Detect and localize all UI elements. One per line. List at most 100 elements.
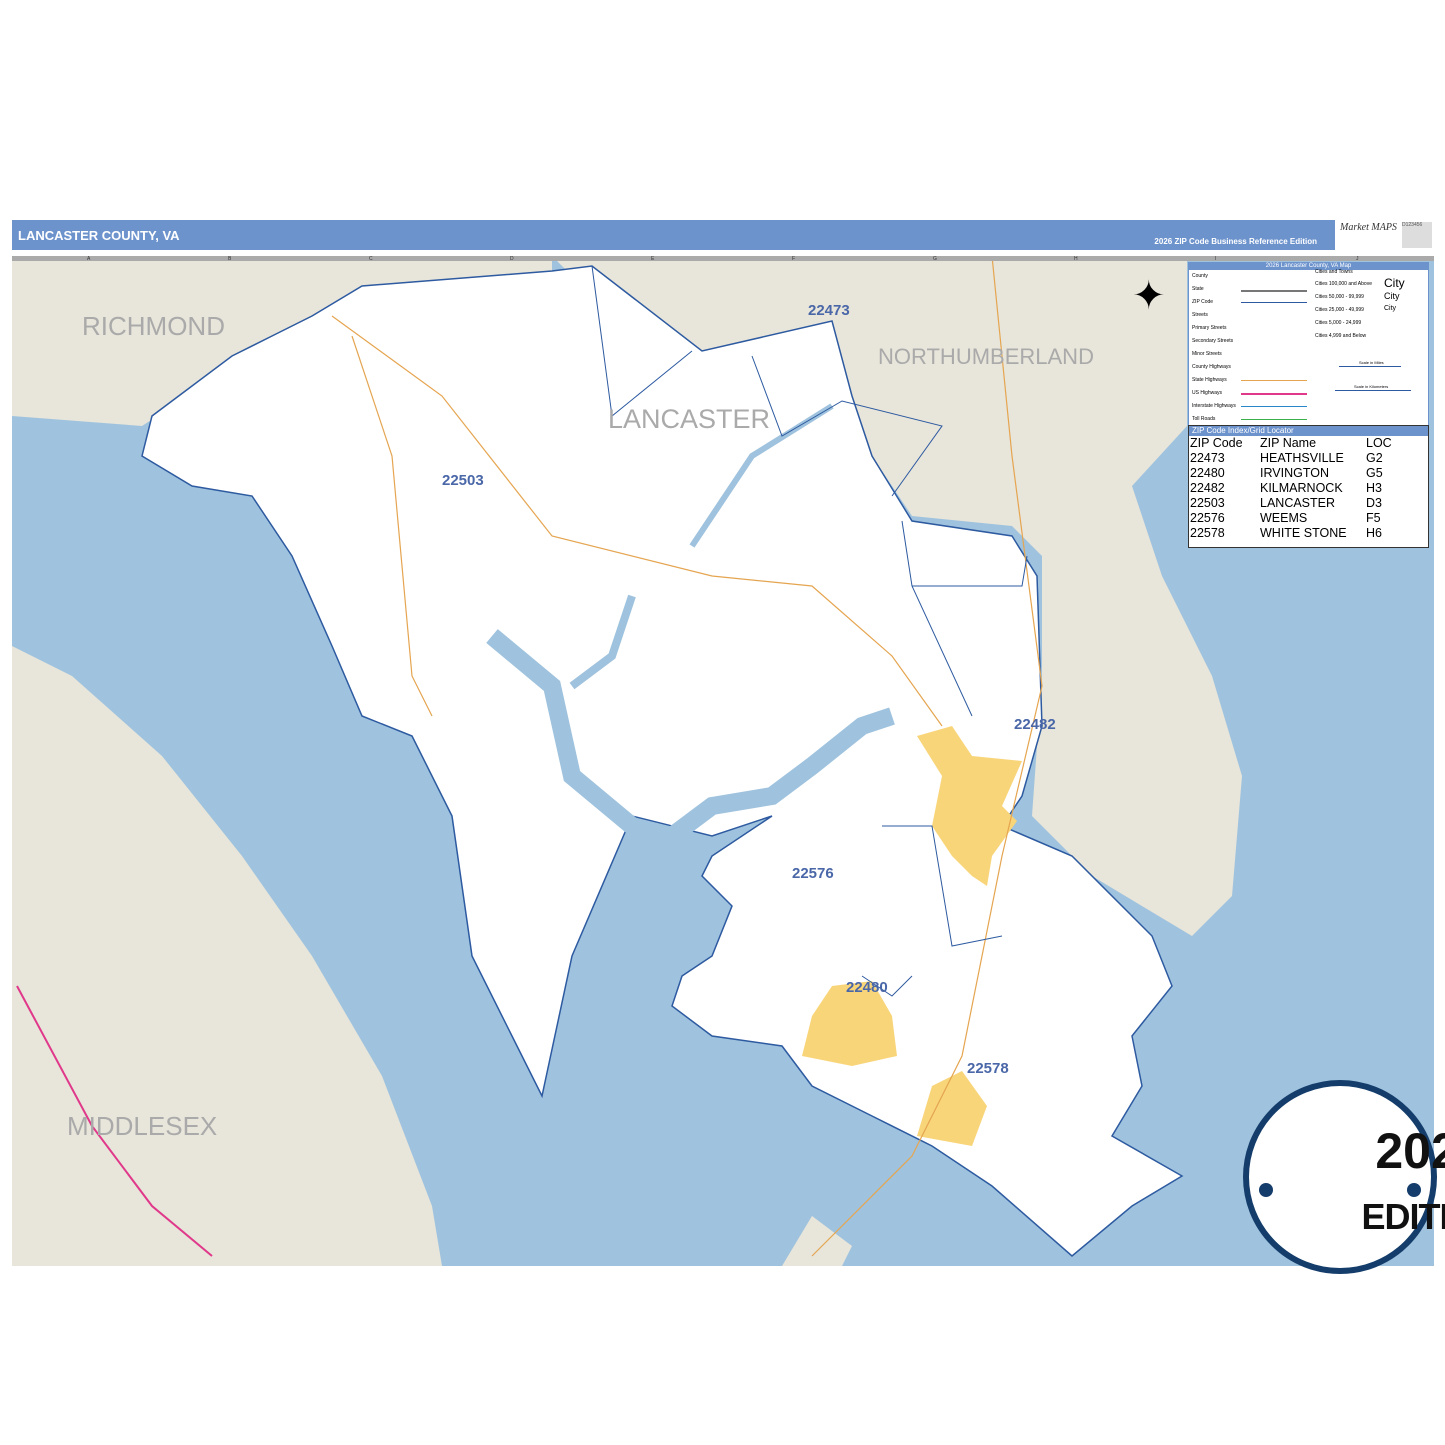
grid-col-i: I xyxy=(1215,256,1217,262)
zip-label-22503: 22503 xyxy=(442,472,484,489)
legend-city-sample-3: City xyxy=(1384,305,1397,312)
badge-dot-left xyxy=(1259,1183,1273,1197)
zip: 22578 xyxy=(1190,526,1225,540)
logo-code: D123456 xyxy=(1402,222,1432,248)
grid-col-b: B xyxy=(228,256,232,262)
col-name: ZIP Name xyxy=(1260,436,1317,450)
creek xyxy=(486,629,895,846)
grid-col-j: J xyxy=(1356,256,1359,262)
table-row: 22503 LANCASTER D3 xyxy=(1189,496,1393,511)
grid-col-h: H xyxy=(1074,256,1078,262)
zip-index-table: ZIP Code Index/Grid Locator ZIP Code ZIP … xyxy=(1188,425,1429,548)
badge-label: EDITION xyxy=(1361,1196,1445,1237)
zip-label-22576: 22576 xyxy=(792,865,834,882)
grid-col-c: C xyxy=(369,256,373,262)
compass-rose-icon: ✦ xyxy=(1132,274,1166,318)
land-middlesex xyxy=(12,646,442,1266)
zip-label-22482: 22482 xyxy=(1014,716,1056,733)
zip-name: HEATHSVILLE xyxy=(1260,451,1344,465)
creek-2 xyxy=(569,594,636,690)
zip-name: WHITE STONE xyxy=(1260,526,1347,540)
title-bar: LANCASTER COUNTY, VA 2026 ZIP Code Busin… xyxy=(12,220,1335,250)
scale-bar-miles xyxy=(1339,366,1401,367)
zip-label-22473: 22473 xyxy=(808,302,850,319)
zip: 22473 xyxy=(1190,451,1225,465)
col-loc: LOC xyxy=(1366,436,1392,450)
legend-cities-title: Cities and Towns xyxy=(1315,269,1353,275)
land-east-bottom xyxy=(782,1216,852,1266)
grid-col-g: G xyxy=(933,256,937,262)
legend-interstate: Interstate Highways xyxy=(1192,403,1236,409)
us-highway xyxy=(16,985,213,1257)
map-title: LANCASTER COUNTY, VA xyxy=(18,228,180,243)
logo-name: Market MAPS xyxy=(1340,222,1397,233)
col-zip: ZIP Code xyxy=(1190,436,1243,450)
zip-index-title: ZIP Code Index/Grid Locator xyxy=(1189,426,1428,436)
loc: F5 xyxy=(1366,511,1381,525)
grid-col-a: A xyxy=(87,256,91,262)
scale-bar-km xyxy=(1335,390,1411,391)
zip-name: LANCASTER xyxy=(1260,496,1336,510)
zip: 22503 xyxy=(1190,496,1225,510)
edition-badge: 2026 EDITION xyxy=(1243,1080,1445,1274)
legend-primary: Primary Streets xyxy=(1192,325,1227,331)
land-northumberland xyxy=(552,256,1242,936)
grid-col-f: F xyxy=(792,256,796,262)
loc: G5 xyxy=(1366,466,1383,480)
zip-label-22480: 22480 xyxy=(846,979,888,996)
legend-scale-km: Scale in Kilometers xyxy=(1354,384,1389,389)
legend-secondary: Secondary Streets xyxy=(1192,338,1234,344)
loc: D3 xyxy=(1366,496,1382,510)
legend-zip: ZIP Code xyxy=(1192,299,1214,305)
loc: H3 xyxy=(1366,481,1382,495)
zip-name: WEEMS xyxy=(1260,511,1308,525)
legend-city-sample-1: City xyxy=(1384,276,1405,290)
legend-streets: Streets xyxy=(1192,312,1208,318)
table-row: 22576 WEEMS F5 xyxy=(1189,511,1393,526)
legend-title: 2026 Lancaster County, VA Map xyxy=(1189,263,1428,270)
grid-ruler xyxy=(12,256,1434,261)
town-white-stone xyxy=(917,1071,987,1146)
legend-city-4: Cities 5,000 - 24,999 xyxy=(1315,320,1362,326)
legend-us-hwy: US Highways xyxy=(1192,390,1223,396)
legend-state-hwy: State Highways xyxy=(1192,377,1227,383)
legend-us-hwy-line xyxy=(1241,393,1307,395)
legend-county-hwy: County Highways xyxy=(1192,364,1231,370)
zip-label-22578: 22578 xyxy=(967,1060,1009,1077)
zip-name: KILMARNOCK xyxy=(1260,481,1343,495)
legend-toll: Toll Roads xyxy=(1192,416,1216,422)
grid-col-e: E xyxy=(651,256,655,262)
edition-subtitle: 2026 ZIP Code Business Reference Edition xyxy=(1154,237,1317,246)
zip: 22480 xyxy=(1190,466,1225,480)
zip-boundaries xyxy=(591,265,1028,997)
zip-name: IRVINGTON xyxy=(1260,466,1329,480)
legend-minor: Minor Streets xyxy=(1192,351,1222,357)
table-row: 22578 WHITE STONE H6 xyxy=(1189,526,1393,541)
grid-col-d: D xyxy=(510,256,514,262)
market-maps-logo: Market MAPS D123456 xyxy=(1336,220,1434,250)
badge-year: 2026 xyxy=(1375,1123,1445,1179)
map-canvas xyxy=(12,256,1242,1266)
town-kilmarnock xyxy=(917,726,1022,886)
legend-county: County xyxy=(1192,273,1208,279)
legend-city-1: Cities 100,000 and Above xyxy=(1315,281,1372,287)
county-label-lancaster: LANCASTER xyxy=(608,404,771,434)
legend-city-3: Cities 25,000 - 49,999 xyxy=(1315,307,1364,313)
county-label-richmond: RICHMOND xyxy=(82,311,225,341)
legend-city-2: Cities 50,000 - 99,999 xyxy=(1315,294,1364,300)
zip-index-header: ZIP Code ZIP Name LOC xyxy=(1189,436,1393,451)
table-row: 22482 KILMARNOCK H3 xyxy=(1189,481,1393,496)
map-area[interactable]: A B C D E F G H I J RICHMOND NORTHUMBERL… xyxy=(12,256,1434,1266)
table-row: 22480 IRVINGTON G5 xyxy=(1189,466,1393,481)
badge-dot-right xyxy=(1407,1183,1421,1197)
legend-toll-line xyxy=(1241,419,1307,420)
table-row: 22473 HEATHSVILLE G2 xyxy=(1189,451,1393,466)
loc: H6 xyxy=(1366,526,1382,540)
legend-state-line xyxy=(1241,290,1307,292)
loc: G2 xyxy=(1366,451,1383,465)
map-legend: 2026 Lancaster County, VA Map County Sta… xyxy=(1188,262,1429,427)
legend-interstate-line xyxy=(1241,406,1307,407)
legend-state-hwy-line xyxy=(1241,380,1307,381)
legend-scale-miles: Scale in Miles xyxy=(1359,360,1384,365)
legend-state: State xyxy=(1192,286,1204,292)
